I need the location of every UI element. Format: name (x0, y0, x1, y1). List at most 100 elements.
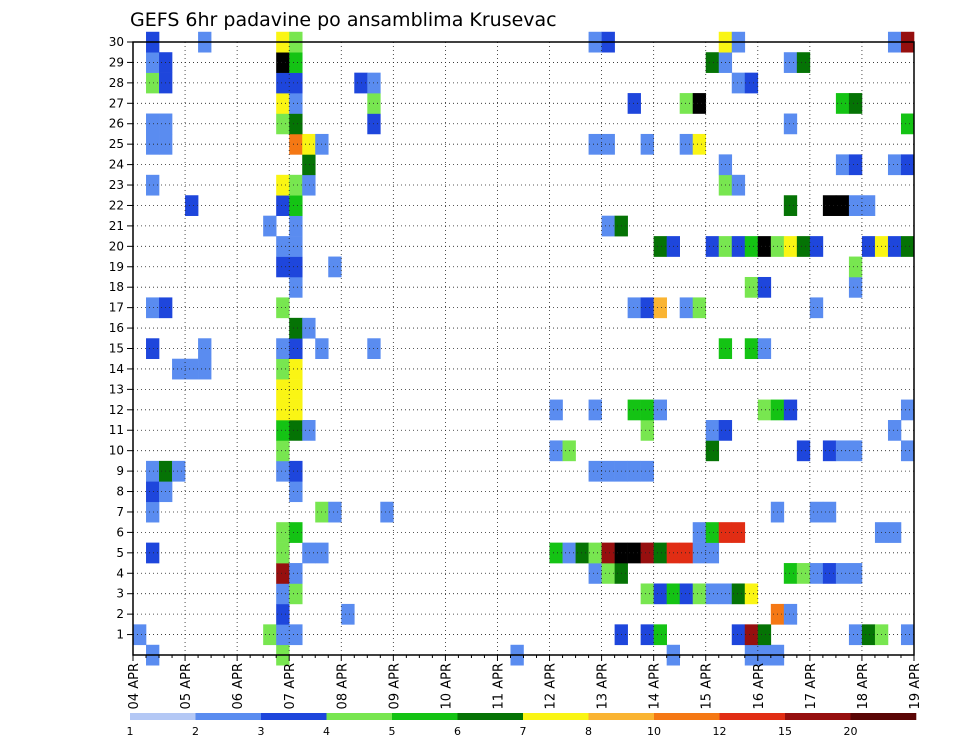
heatmap-cell (146, 174, 160, 196)
heatmap-cell (627, 399, 641, 421)
heatmap-cell (900, 113, 915, 135)
heatmap-cell (289, 563, 303, 584)
heatmap-cell (679, 583, 694, 605)
heatmap-cell (692, 93, 707, 114)
heatmap-cell (289, 276, 303, 298)
heatmap-cell (601, 542, 615, 564)
heatmap-cell (276, 338, 290, 360)
heatmap-cell (627, 542, 641, 564)
heatmap-cell (627, 93, 641, 114)
heatmap-cell (640, 399, 654, 421)
heatmap-cell (549, 542, 563, 564)
legend-swatch (195, 713, 262, 720)
heatmap-cell (146, 297, 160, 319)
heatmap-cell (653, 542, 667, 564)
heatmap-cell (185, 358, 199, 380)
heatmap-cell (146, 72, 160, 94)
heatmap-cell (757, 276, 772, 298)
x-tick-label: 10 APR (439, 663, 454, 709)
heatmap-cell (900, 624, 915, 646)
heatmap-cell (835, 440, 850, 462)
heatmap-cell (289, 583, 303, 605)
heatmap-cell (276, 583, 290, 605)
legend-swatch (719, 713, 786, 720)
y-tick-label: 19 (109, 260, 124, 274)
heatmap-cell (809, 501, 824, 523)
heatmap-cell (276, 113, 290, 135)
heatmap-cell (900, 236, 915, 257)
color-legend: 1 2 3 4 5 6 7 8 10 12 15 20 (127, 713, 917, 738)
heatmap-cell (289, 481, 303, 503)
heatmap-cell (276, 460, 290, 482)
heatmap-cell (835, 154, 850, 176)
y-tick-label: 15 (109, 342, 124, 356)
heatmap-cell (276, 379, 290, 400)
y-tick-label: 1 (116, 628, 124, 642)
heatmap-cell (861, 624, 876, 646)
heatmap-cell (783, 603, 798, 625)
x-axis: 04 APR 05 APR 06 APR 07 APR 08 APR 09 APR 10 A… (127, 655, 923, 709)
y-tick-label: 20 (109, 239, 124, 253)
y-tick-label: 27 (109, 96, 124, 110)
heatmap-cell (289, 72, 303, 94)
heatmap-cell (380, 501, 394, 523)
heatmap-cell (289, 420, 303, 441)
heatmap-cell (887, 154, 902, 176)
heatmap-cell (146, 133, 160, 155)
heatmap-cell (328, 501, 342, 523)
heatmap-cell (783, 236, 798, 257)
heatmap-cell (185, 195, 199, 216)
heatmap-cell (146, 460, 160, 482)
heatmap-cell (328, 256, 342, 278)
heatmap-cell (276, 420, 290, 441)
heatmap-cell (302, 317, 316, 339)
heatmap-cell (276, 72, 290, 94)
heatmap-cell (276, 603, 290, 625)
heatmap-cell (679, 297, 694, 319)
heatmap-cell (783, 52, 798, 73)
y-tick-label: 25 (109, 137, 124, 151)
x-tick-label: 09 APR (387, 663, 402, 709)
heatmap-cell (601, 563, 615, 584)
heatmap-cell (276, 440, 290, 462)
heatmap-cell (289, 52, 303, 73)
heatmap-cell (172, 460, 186, 482)
heatmap-cell (588, 460, 602, 482)
heatmap-cell (783, 195, 798, 216)
heatmap-cell (705, 236, 720, 257)
heatmap-cell (783, 563, 798, 584)
y-axis: 1234567891011121314151617181920212223242… (109, 35, 133, 642)
heatmap-cell (653, 624, 667, 646)
heatmap-cell (692, 542, 707, 564)
heatmap-cell (757, 338, 772, 360)
y-tick-label: 22 (109, 198, 124, 212)
heatmap-cell (796, 440, 811, 462)
heatmap-cell (653, 399, 667, 421)
heatmap-cell (640, 420, 654, 441)
heatmap-cell (354, 72, 368, 94)
heatmap-cell (276, 358, 290, 380)
heatmap-cell (731, 583, 746, 605)
heatmap-cell (289, 522, 303, 543)
heatmap-cell (783, 399, 798, 421)
heatmap-cell (861, 195, 876, 216)
heatmap-cell (276, 174, 290, 196)
heatmap-cell (744, 624, 759, 646)
y-tick-label: 3 (116, 587, 124, 601)
y-tick-label: 29 (109, 55, 124, 69)
heatmap-cell (640, 297, 654, 319)
heatmap-cell (731, 624, 746, 646)
heatmap-cell (731, 522, 746, 543)
heatmap-cell (146, 113, 160, 135)
heatmap-cell (341, 603, 355, 625)
heatmap-cell (757, 236, 772, 257)
y-tick-label: 23 (109, 178, 124, 192)
y-tick-label: 30 (109, 35, 124, 49)
legend-swatch (588, 713, 655, 720)
legend-label: 20 (844, 725, 858, 738)
y-tick-label: 12 (109, 403, 124, 417)
heatmap-cell (276, 195, 290, 216)
heatmap-cell (848, 440, 863, 462)
heatmap-cell (705, 542, 720, 564)
x-tick-label: 05 APR (179, 663, 194, 709)
